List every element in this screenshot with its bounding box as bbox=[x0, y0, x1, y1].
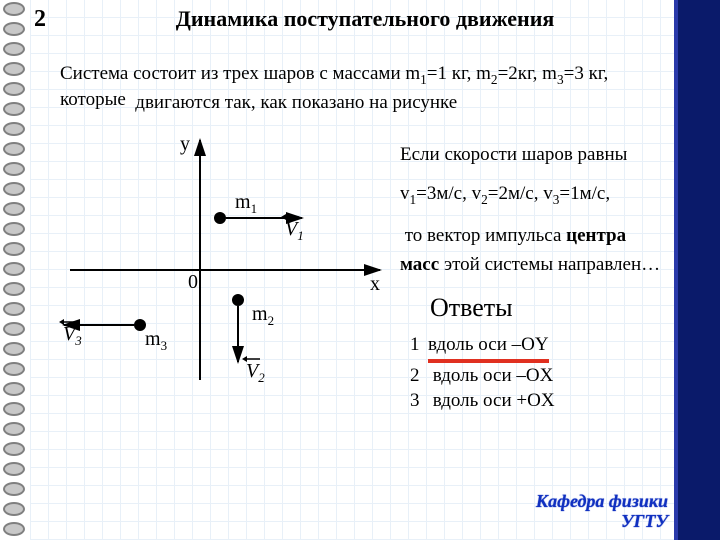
svg-text:m3: m3 bbox=[145, 328, 167, 353]
intro-text: Система состоит из трех шаров с массами … bbox=[60, 60, 670, 117]
v3t: =1м/с, bbox=[559, 183, 610, 204]
svg-text:V3: V3 bbox=[63, 323, 82, 348]
v2t: =2м/с, v bbox=[488, 183, 553, 204]
answer-row: 2 вдоль оси –OX bbox=[410, 363, 680, 389]
answer-number: 3 bbox=[410, 388, 428, 414]
slide-number: 2 bbox=[34, 6, 46, 33]
cond3b: масс bbox=[400, 254, 439, 275]
cond-line3: то вектор импульса центра bbox=[400, 221, 680, 250]
intro-part1: Система состоит из трех шаров с массами … bbox=[60, 63, 420, 84]
answer-text: вдоль оси –OY bbox=[428, 332, 549, 363]
answers-list: 1 вдоль оси –OY2 вдоль оси –OX3 вдоль ос… bbox=[400, 332, 680, 414]
cond3c: этой системы направлен… bbox=[439, 254, 660, 275]
sub-m1: 1 bbox=[420, 72, 427, 87]
which-word: которые bbox=[60, 89, 126, 111]
intro-line2: двигаются так, как показано на рисунке bbox=[135, 92, 457, 113]
diagram: y x 0 m1 m2 m3 V1 V2 V3 bbox=[40, 130, 390, 410]
answer-number: 1 bbox=[410, 332, 428, 358]
v-sym: v bbox=[400, 183, 410, 204]
right-blue-bar bbox=[678, 0, 720, 540]
svg-text:y: y bbox=[180, 133, 190, 155]
answer-number: 2 bbox=[410, 363, 428, 389]
svg-text:m2: m2 bbox=[252, 303, 274, 328]
page-title: Динамика поступательного движения bbox=[60, 6, 670, 32]
footer: Кафедра физики УГТУ bbox=[536, 492, 668, 532]
answer-text: вдоль оси –OX bbox=[428, 365, 553, 386]
answer-row: 1 вдоль оси –OY bbox=[410, 332, 680, 363]
svg-text:V2: V2 bbox=[246, 360, 265, 385]
svg-text:0: 0 bbox=[188, 271, 198, 293]
answers-heading: Ответы bbox=[430, 288, 680, 328]
intro-m2v: =2кг, m bbox=[498, 63, 557, 84]
footer-line1: Кафедра физики bbox=[536, 491, 668, 511]
svg-text:x: x bbox=[370, 273, 380, 295]
intro-m1v: =1 кг, m bbox=[427, 63, 491, 84]
cond-line1: Если скорости шаров равны bbox=[400, 140, 680, 169]
intro-m3v: =3 кг, bbox=[564, 63, 609, 84]
sub-m3: 3 bbox=[557, 72, 564, 87]
svg-text:m1: m1 bbox=[235, 191, 257, 216]
sub-v2: 2 bbox=[481, 192, 488, 207]
answer-row: 3 вдоль оси +OX bbox=[410, 388, 680, 414]
answer-text: вдоль оси +OX bbox=[428, 390, 555, 411]
footer-line2: УГТУ bbox=[621, 511, 668, 531]
spiral-binding bbox=[0, 0, 26, 540]
cond-line2: v1=3м/с, v2=2м/с, v3=1м/с, bbox=[400, 179, 680, 210]
right-column: Если скорости шаров равны v1=3м/с, v2=2м… bbox=[400, 140, 680, 414]
v1t: =3м/с, v bbox=[416, 183, 481, 204]
cond-center: центра bbox=[566, 225, 626, 246]
cond-line3b: масс этой системы направлен… bbox=[400, 250, 680, 279]
cond3a: то вектор импульса bbox=[405, 225, 566, 246]
sub-m2: 2 bbox=[491, 72, 498, 87]
svg-text:V1: V1 bbox=[285, 218, 304, 243]
